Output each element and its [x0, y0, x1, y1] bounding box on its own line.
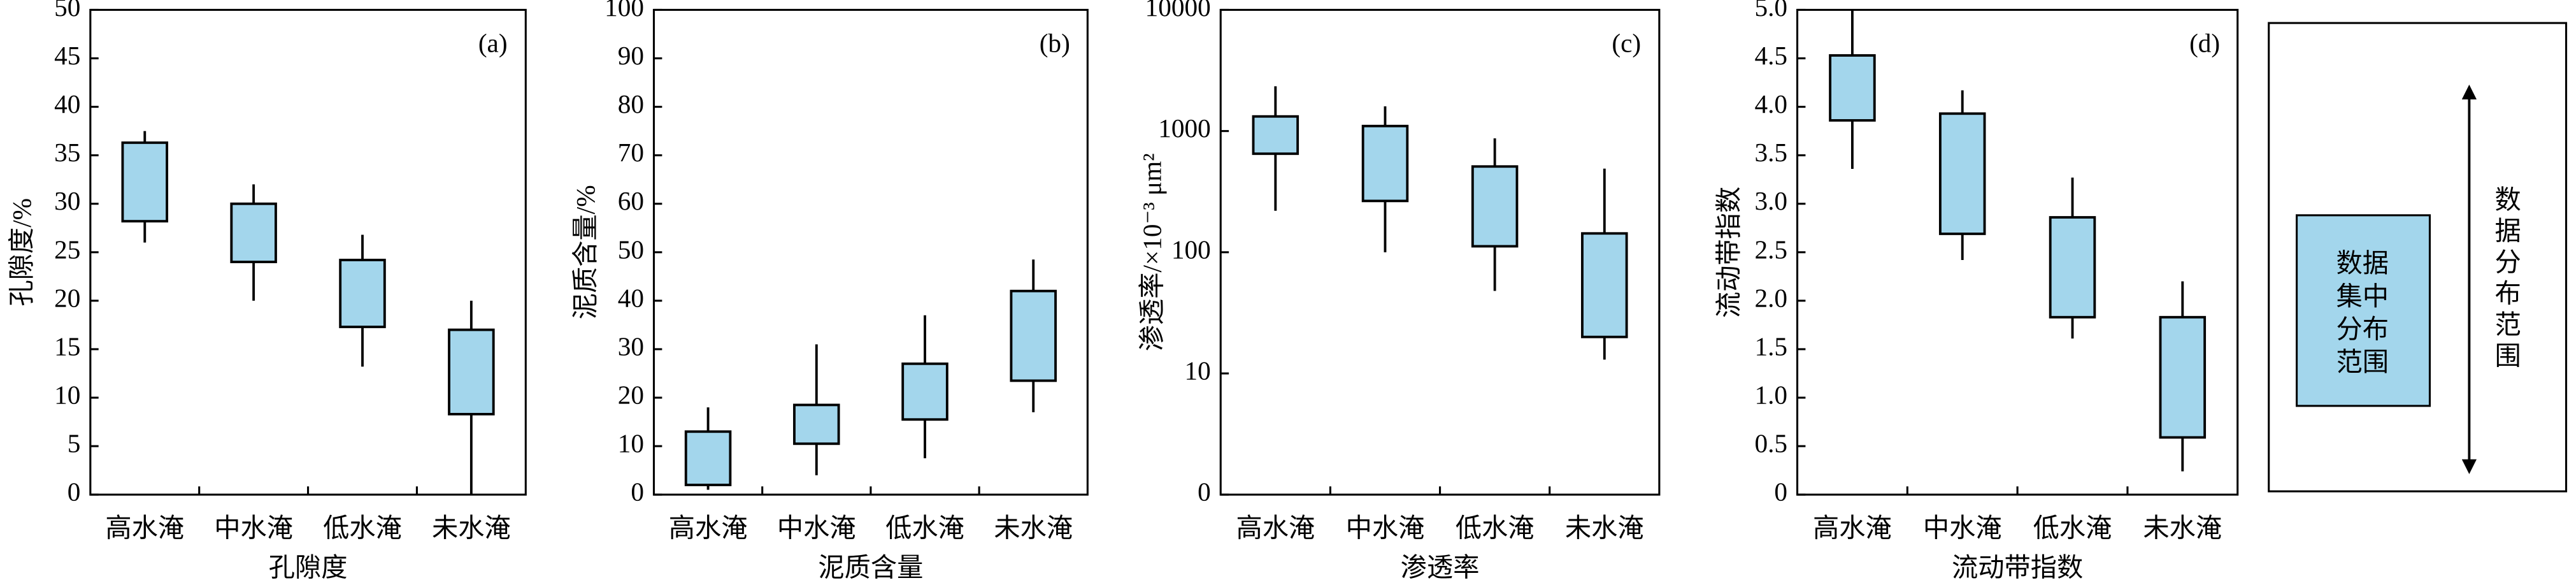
- y-tick-label: 100: [605, 0, 644, 22]
- y-tick-label: 3.0: [1754, 186, 1787, 215]
- box: [1581, 232, 1628, 338]
- panel-label: (d): [2189, 29, 2220, 59]
- x-axis-label: 渗透率: [1401, 552, 1480, 582]
- legend-box-label: 数据: [2336, 249, 2389, 278]
- y-tick-label: 90: [618, 41, 644, 70]
- y-tick-label: 20: [54, 283, 80, 312]
- y-tick-label: 0: [1198, 477, 1211, 507]
- box: [1252, 115, 1299, 155]
- box: [121, 141, 169, 223]
- x-tick-label: 低水淹: [323, 513, 402, 542]
- legend-range-label: 数据分布范围: [2491, 185, 2521, 373]
- y-tick-label: 4.0: [1754, 89, 1787, 119]
- y-tick-label: 0: [1774, 477, 1787, 507]
- y-tick-label: 50: [54, 0, 80, 22]
- x-tick-label: 低水淹: [1456, 513, 1535, 542]
- y-tick-label: 15: [54, 331, 80, 361]
- y-tick-label: 5.0: [1754, 0, 1787, 22]
- y-tick-label: 10: [618, 429, 644, 458]
- y-axis-label: 渗透率/×10⁻³ μm²: [1138, 153, 1167, 351]
- y-tick-label: 4.5: [1754, 41, 1787, 70]
- y-tick-label: 0.5: [1754, 429, 1787, 458]
- y-tick-label: 10: [1185, 356, 1211, 385]
- y-tick-label: 1.0: [1754, 380, 1787, 410]
- x-axis-label: 泥质含量: [818, 552, 923, 582]
- box: [2049, 216, 2096, 319]
- legend-box-label: 集中: [2336, 282, 2389, 311]
- box: [1829, 54, 1876, 122]
- y-tick-label: 30: [54, 186, 80, 215]
- box: [1938, 112, 1986, 235]
- y-tick-label: 2.0: [1754, 283, 1787, 312]
- y-tick-label: 30: [618, 331, 644, 361]
- x-tick-label: 低水淹: [885, 513, 964, 542]
- axes-frame: [652, 8, 1089, 496]
- legend-box: [2296, 214, 2431, 407]
- y-tick-label: 35: [54, 138, 80, 167]
- y-tick-label: 3.5: [1754, 138, 1787, 167]
- y-axis-label: 流动带指数: [1714, 187, 1743, 318]
- box: [1010, 289, 1057, 382]
- box: [339, 259, 386, 328]
- y-tick-label: 20: [618, 380, 644, 410]
- x-tick-label: 中水淹: [777, 513, 856, 542]
- y-tick-label: 45: [54, 41, 80, 70]
- legend-box-label: 分布: [2336, 314, 2389, 343]
- y-tick-label: 80: [618, 89, 644, 119]
- x-tick-label: 低水淹: [2033, 513, 2112, 542]
- legend-box-label: 范围: [2336, 347, 2389, 377]
- box: [793, 403, 840, 445]
- y-tick-label: 0: [68, 477, 81, 507]
- box: [2159, 315, 2207, 439]
- y-tick-label: 100: [1171, 235, 1211, 264]
- x-tick-label: 中水淹: [214, 513, 293, 542]
- box: [1361, 124, 1409, 203]
- y-tick-label: 1000: [1158, 113, 1211, 143]
- y-tick-label: 1.5: [1754, 331, 1787, 361]
- y-axis-label: 孔隙度/%: [7, 198, 36, 307]
- y-tick-label: 25: [54, 235, 80, 264]
- y-tick-label: 2.5: [1754, 235, 1787, 264]
- y-tick-label: 0: [631, 477, 644, 507]
- box: [684, 430, 732, 486]
- y-tick-label: 40: [54, 89, 80, 119]
- x-tick-label: 未水淹: [1565, 513, 1644, 542]
- y-tick-label: 10: [54, 380, 80, 410]
- x-tick-label: 中水淹: [1923, 513, 2002, 542]
- box: [230, 202, 277, 263]
- y-tick-label: 60: [618, 186, 644, 215]
- box: [448, 328, 495, 415]
- x-tick-label: 未水淹: [432, 513, 511, 542]
- x-tick-label: 未水淹: [994, 513, 1073, 542]
- y-tick-label: 10000: [1145, 0, 1211, 22]
- x-tick-label: 高水淹: [105, 513, 184, 542]
- y-tick-label: 70: [618, 138, 644, 167]
- x-tick-label: 未水淹: [2143, 513, 2222, 542]
- x-tick-label: 中水淹: [1346, 513, 1425, 542]
- panel-label: (c): [1612, 29, 1641, 59]
- x-axis-label: 孔隙度: [269, 552, 348, 582]
- x-tick-label: 高水淹: [1813, 513, 1892, 542]
- y-tick-label: 5: [68, 429, 81, 458]
- legend-frame: [2268, 22, 2568, 493]
- y-tick-label: 50: [618, 235, 644, 264]
- box: [1471, 165, 1519, 248]
- x-tick-label: 高水淹: [669, 513, 748, 542]
- axes-frame: [89, 8, 527, 496]
- x-axis-label: 流动带指数: [1952, 552, 2083, 582]
- y-tick-label: 40: [618, 283, 644, 312]
- legend-panel: 数据 集中 分布 范围 数据分布范围: [2268, 22, 2568, 493]
- panel-label: (b): [1040, 29, 1070, 59]
- panel-label: (a): [478, 29, 508, 59]
- box: [901, 362, 948, 421]
- y-axis-label: 泥质含量/%: [571, 185, 600, 319]
- x-tick-label: 高水淹: [1236, 513, 1315, 542]
